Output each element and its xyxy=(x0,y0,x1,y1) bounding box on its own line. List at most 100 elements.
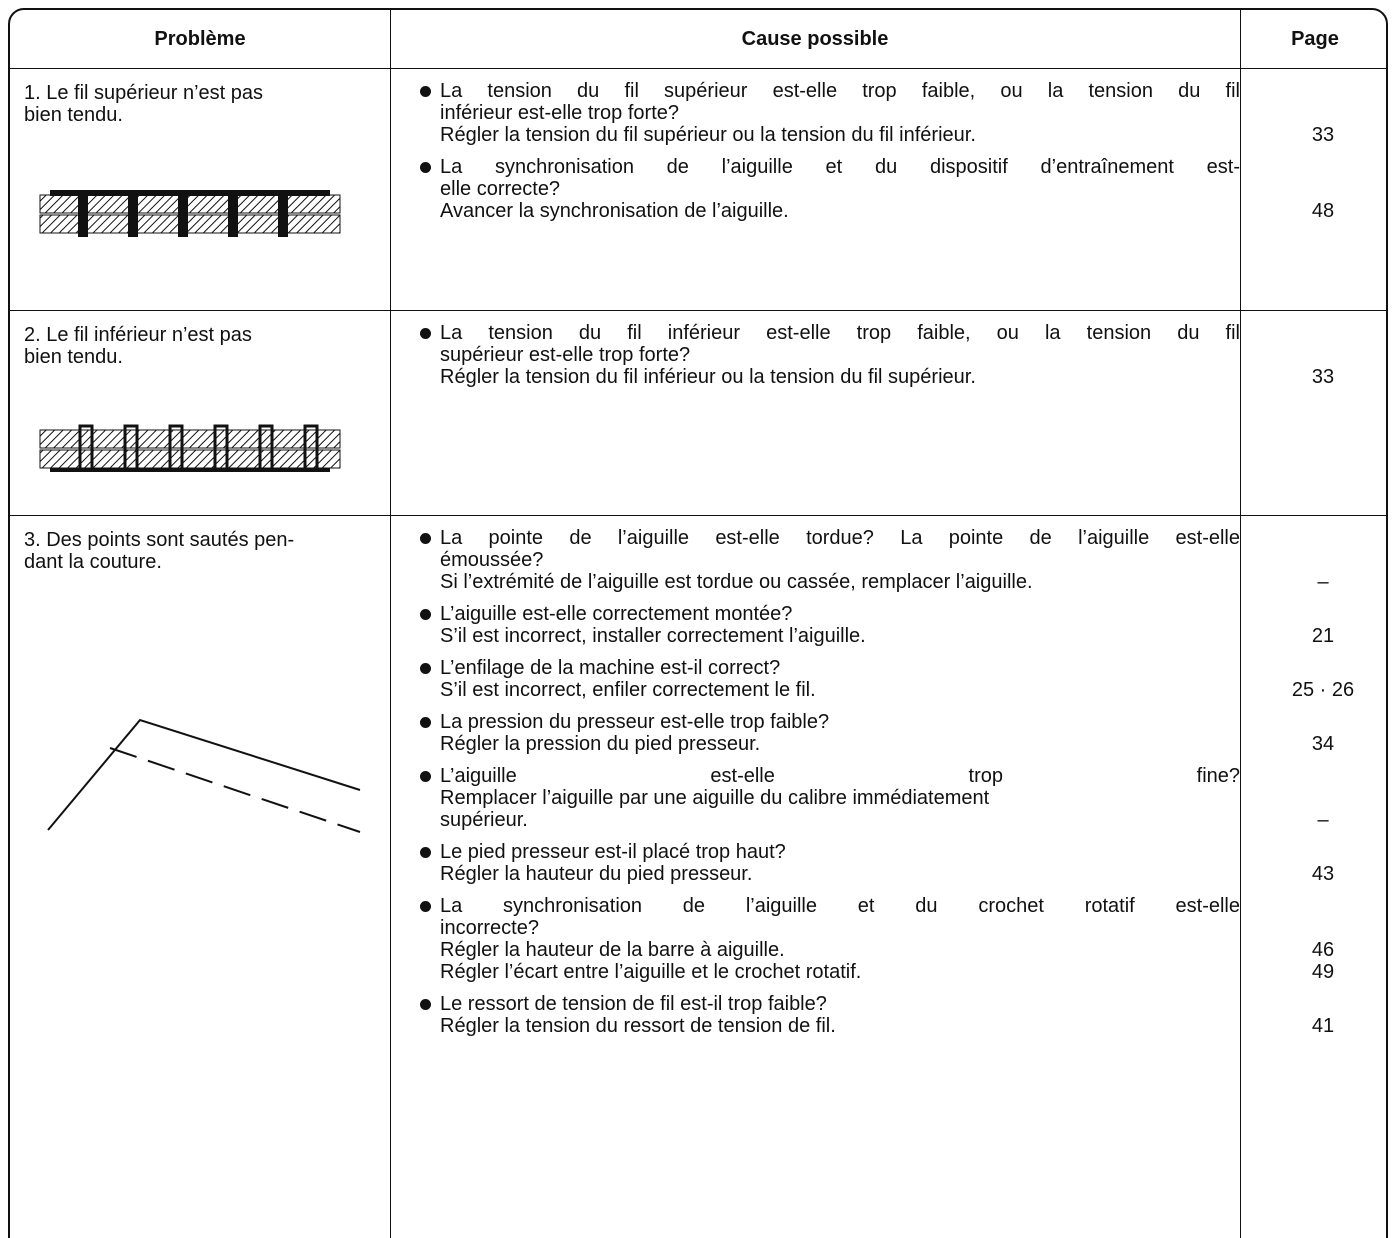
page-ref: 21 xyxy=(1311,625,1335,647)
bullet xyxy=(420,162,431,173)
remedy-line: Régler la hauteur du pied presseur. 43 xyxy=(440,863,1334,885)
page-ref: 41 xyxy=(1311,1015,1335,1037)
cause-item: La pression du presseur est-elle trop fa… xyxy=(420,711,1334,755)
question-line: Le pied presseur est-il placé trop haut? xyxy=(440,841,786,863)
problem-line: 3. Des points sont sautés pen- xyxy=(24,529,295,551)
cause-item: Le pied presseur est-il placé trop haut?… xyxy=(420,841,1334,885)
page-ref: – xyxy=(1317,809,1329,831)
stitch-illustration xyxy=(39,424,341,472)
header-cell: Problème xyxy=(154,28,246,50)
question-line: Remplacer l’aiguille par une aiguille du… xyxy=(440,787,990,809)
bullet xyxy=(420,717,431,728)
page-ref: 25 · 26 xyxy=(1291,679,1355,701)
question-line: émoussée? xyxy=(440,549,544,571)
problem-line: 1. Le fil supérieur n’est pas xyxy=(24,82,264,104)
cause-cell: La tension du fil supérieur est-elle tro… xyxy=(420,80,1334,232)
bullet xyxy=(420,663,431,674)
page-ref: 34 xyxy=(1311,733,1335,755)
remedy-line: Avancer la synchronisation de l’aiguille… xyxy=(440,200,1334,222)
remedy-text: supérieur. xyxy=(440,809,528,831)
problem-line: bien tendu. xyxy=(24,104,123,126)
remedy-text: Régler la tension du ressort de tension … xyxy=(440,1015,836,1037)
remedy-line: Régler la pression du pied presseur. 34 xyxy=(440,733,1334,755)
question-line: L’aiguille est-elle trop fine? xyxy=(440,765,1240,787)
question-line: L’aiguille est-elle correctement montée? xyxy=(440,603,793,625)
question-line: inférieur est-elle trop forte? xyxy=(440,102,680,124)
cause-item: L’aiguille est-elle trop fine? Remplacer … xyxy=(420,765,1329,831)
column-divider xyxy=(390,10,391,1238)
cause-item: La tension du fil supérieur est-elle tro… xyxy=(420,80,1334,146)
question-line: La pression du presseur est-elle trop fa… xyxy=(440,711,830,733)
remedy-text: S’il est incorrect, enfiler correctement… xyxy=(440,679,816,701)
question-line: L’enfilage de la machine est-il correct? xyxy=(440,657,781,679)
remedy-text: Régler l’écart entre l’aiguille et le cr… xyxy=(440,961,862,983)
bullet xyxy=(420,901,431,912)
cause-item: La tension du fil inférieur est-elle tro… xyxy=(420,322,1334,388)
page-ref: 46 xyxy=(1311,939,1335,961)
remedy-line: Régler l’écart entre l’aiguille et le cr… xyxy=(440,961,1334,983)
bullet xyxy=(420,328,431,339)
problem-cell: 3. Des points sont sautés pen-dant la co… xyxy=(24,529,374,573)
problem-line: 2. Le fil inférieur n’est pas xyxy=(24,324,252,346)
bullet xyxy=(420,999,431,1010)
header-cell: Cause possible xyxy=(741,28,889,50)
column-divider xyxy=(1240,10,1241,1238)
cause-item: La synchronisation de l’aiguille et du c… xyxy=(420,895,1334,983)
bullet xyxy=(420,533,431,544)
remedy-line: Si l’extrémité de l’aiguille est tordue … xyxy=(440,571,1329,593)
row-divider xyxy=(10,515,1386,516)
question-line: La tension du fil inférieur est-elle tro… xyxy=(440,322,1240,344)
row-divider xyxy=(10,310,1386,311)
stitch-illustration xyxy=(39,190,341,237)
question-line: Le ressort de tension de fil est-il trop… xyxy=(440,993,827,1015)
remedy-text: Régler la hauteur de la barre à aiguille… xyxy=(440,939,785,961)
remedy-text: Régler la tension du fil inférieur ou la… xyxy=(440,366,976,388)
remedy-line: Régler la hauteur de la barre à aiguille… xyxy=(440,939,1334,961)
remedy-line: Régler la tension du fil supérieur ou la… xyxy=(440,124,1334,146)
question-line: La tension du fil supérieur est-elle tro… xyxy=(440,80,1240,102)
bullet xyxy=(420,847,431,858)
cause-cell: La pointe de l’aiguille est-elle tordue?… xyxy=(420,527,1354,1047)
problem-line: dant la couture. xyxy=(24,551,162,573)
remedy-text: Régler la pression du pied presseur. xyxy=(440,733,761,755)
skipped-stitch-illustration xyxy=(47,718,361,833)
cause-item: L’enfilage de la machine est-il correct?… xyxy=(420,657,1354,701)
cause-item: La pointe de l’aiguille est-elle tordue?… xyxy=(420,527,1329,593)
remedy-text: Régler la hauteur du pied presseur. xyxy=(440,863,753,885)
header-cell: Page xyxy=(1291,28,1339,50)
remedy-text: Régler la tension du fil supérieur ou la… xyxy=(440,124,976,146)
cause-item: Le ressort de tension de fil est-il trop… xyxy=(420,993,1334,1037)
page-ref: 48 xyxy=(1311,200,1335,222)
remedy-line: S’il est incorrect, enfiler correctement… xyxy=(440,679,1354,701)
question-line: La pointe de l’aiguille est-elle tordue?… xyxy=(440,527,1240,549)
question-line: La synchronisation de l’aiguille et du c… xyxy=(440,895,1240,917)
cause-item: L’aiguille est-elle correctement montée?… xyxy=(420,603,1334,647)
remedy-line: Régler la tension du fil inférieur ou la… xyxy=(440,366,1334,388)
problem-cell: 1. Le fil supérieur n’est pas bien tendu. xyxy=(24,82,374,126)
page-ref: 43 xyxy=(1311,863,1335,885)
page-ref: 33 xyxy=(1311,366,1335,388)
page-ref: 33 xyxy=(1311,124,1335,146)
bullet xyxy=(420,609,431,620)
row-divider xyxy=(10,68,1386,69)
question-line: incorrecte? xyxy=(440,917,539,939)
troubleshooting-table: Problème Cause possible Page 1. Le fil s… xyxy=(8,8,1388,1238)
remedy-text: Si l’extrémité de l’aiguille est tordue … xyxy=(440,571,1033,593)
question-line: elle correcte? xyxy=(440,178,561,200)
cause-cell: La tension du fil inférieur est-elle tro… xyxy=(420,322,1334,398)
cause-item: La synchronisation de l’aiguille et du d… xyxy=(420,156,1334,222)
bullet xyxy=(420,771,431,782)
question-line: supérieur est-elle trop forte? xyxy=(440,344,691,366)
remedy-line: supérieur. – xyxy=(440,809,1329,831)
bullet xyxy=(420,86,431,97)
remedy-text: Avancer la synchronisation de l’aiguille… xyxy=(440,200,789,222)
page-ref: – xyxy=(1317,571,1329,593)
remedy-line: Régler la tension du ressort de tension … xyxy=(440,1015,1334,1037)
remedy-text: S’il est incorrect, installer correcteme… xyxy=(440,625,866,647)
problem-cell: 2. Le fil inférieur n’est pas bien tendu. xyxy=(24,324,374,368)
remedy-line: S’il est incorrect, installer correcteme… xyxy=(440,625,1334,647)
problem-line: bien tendu. xyxy=(24,346,123,368)
question-line: La synchronisation de l’aiguille et du d… xyxy=(440,156,1240,178)
page-ref: 49 xyxy=(1311,961,1335,983)
